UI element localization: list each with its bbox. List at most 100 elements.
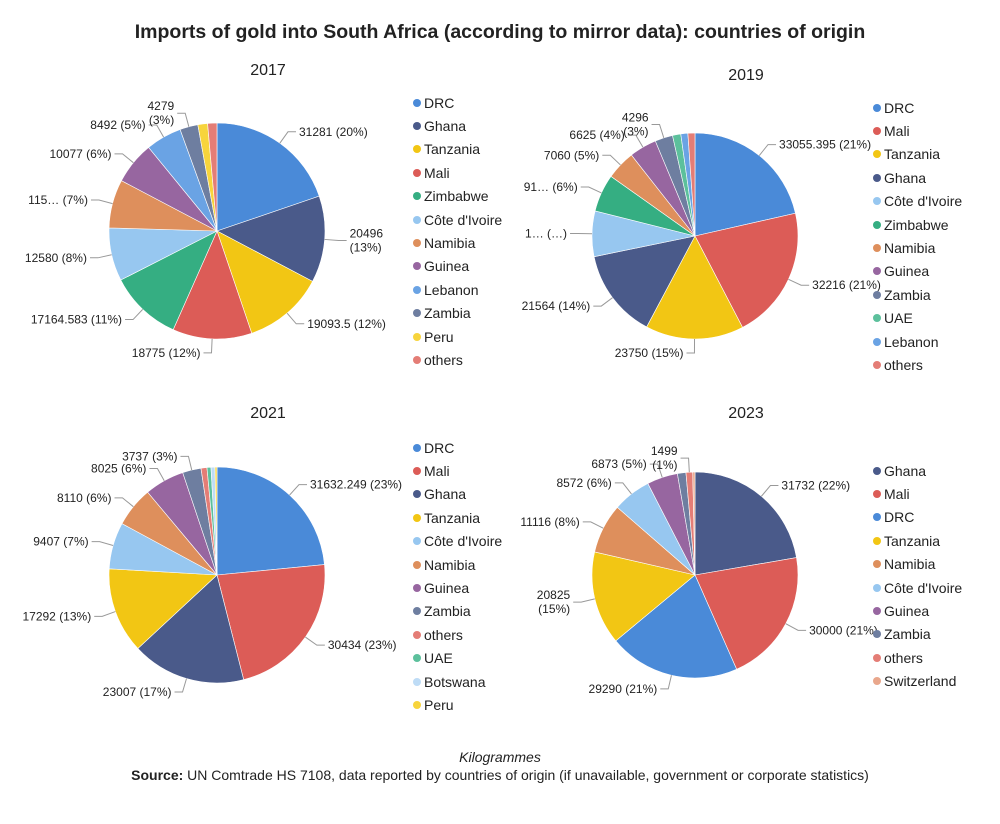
legend-item-guinea: Guinea xyxy=(873,260,962,283)
legend-item-namibia: Namibia xyxy=(413,231,502,254)
pie-2019: 33055.395 (21%) 32216 (21%) 23750 (15%) 215… xyxy=(522,110,881,359)
legend-dot-icon xyxy=(413,490,421,499)
legend-label: Tanzania xyxy=(884,146,941,163)
legend-dot-icon xyxy=(873,653,881,662)
legend-item-tanzania: Tanzania xyxy=(413,506,502,529)
pie-slice-drc xyxy=(216,466,325,576)
data-label-c-te-d-ivoire: 1… (…) xyxy=(525,226,567,240)
legend-item-mali: Mali xyxy=(413,161,502,184)
legend-dot-icon xyxy=(413,537,421,546)
legend-dot-icon xyxy=(413,122,421,131)
chart-title-2023: 2023 xyxy=(728,405,764,422)
data-label-tanzania: 19093.5 (12%) xyxy=(307,317,386,331)
legend-label: Lebanon xyxy=(884,333,939,350)
legend-dot-icon xyxy=(873,560,881,569)
legend-label: Namibia xyxy=(424,235,476,252)
data-label-zimbabwe: 17164.583 (11%) xyxy=(31,313,122,327)
data-label-ghana: 20496 (13%) xyxy=(350,227,384,255)
legend-item-lebanon: Lebanon xyxy=(873,330,962,353)
leader-line xyxy=(125,309,144,321)
legend-dot-icon xyxy=(873,490,881,499)
units-label: Kilogrammes xyxy=(459,749,541,765)
leader-line xyxy=(90,199,113,205)
pie-slice-others xyxy=(687,132,696,237)
legend-label: UAE xyxy=(884,310,913,327)
data-label-mali: 30434 (23%) xyxy=(328,638,397,652)
legend-dot-icon xyxy=(873,607,881,616)
leader-line xyxy=(91,541,114,546)
legend-label: Guinea xyxy=(884,603,930,620)
leader-line xyxy=(289,484,307,496)
legend-item-ghana: Ghana xyxy=(413,114,502,137)
legend-item-mali: Mali xyxy=(873,482,962,505)
legend-dot-icon xyxy=(873,583,881,592)
pie-slice-drc xyxy=(216,122,320,232)
legend-dot-icon xyxy=(413,355,421,364)
legend-item-c-te-d-ivoire: Côte d'Ivoire xyxy=(873,190,962,213)
pie-slice-drc xyxy=(615,574,738,679)
legend-label: Peru xyxy=(424,696,454,713)
legend-dot-icon xyxy=(873,466,881,475)
legend-label: Namibia xyxy=(884,556,936,573)
legend-dot-icon xyxy=(873,290,881,299)
legend-label: Ghana xyxy=(424,118,467,135)
leader-line xyxy=(660,675,672,690)
leader-line xyxy=(114,497,134,508)
legend-item-c-te-d-ivoire: Côte d'Ivoire xyxy=(413,530,502,553)
legend-item-peru: Peru xyxy=(413,325,502,348)
legend-item-zambia: Zambia xyxy=(413,302,502,325)
leader-line xyxy=(203,338,213,354)
legend-item-uae: UAE xyxy=(873,307,962,330)
legend-item-ghana: Ghana xyxy=(873,166,962,189)
data-label-zimbabwe: 91… (6%) xyxy=(524,180,578,194)
legend-label: Namibia xyxy=(424,556,476,573)
legend-dot-icon xyxy=(873,127,881,136)
pie-slice-peru xyxy=(214,466,218,576)
data-label-others: 1499 (1%) xyxy=(651,444,678,472)
data-label-lebanon: 8492 (5%) xyxy=(90,118,145,132)
pie-slice-tanzania xyxy=(108,568,218,649)
legend-dot-icon xyxy=(873,173,881,182)
leader-line xyxy=(305,636,325,646)
source-note: Source: UN Comtrade HS 7108, data report… xyxy=(0,767,1000,783)
pie-2023: 31732 (22%) 30000 (21%) 29290 (21%) 20825 (1… xyxy=(520,444,877,696)
legend-item-peru: Peru xyxy=(413,693,502,716)
leader-line xyxy=(788,278,810,286)
source-text: UN Comtrade HS 7108, data reported by co… xyxy=(183,767,869,783)
legend-label: DRC xyxy=(424,439,455,456)
legend-label: Tanzania xyxy=(424,141,481,158)
leader-line xyxy=(614,482,632,495)
leader-line xyxy=(177,112,190,127)
data-label-guinea: 10077 (6%) xyxy=(49,147,111,161)
legend-label: others xyxy=(884,649,923,666)
legend-label: Côte d'Ivoire xyxy=(884,193,963,210)
legend-item-guinea: Guinea xyxy=(873,599,962,622)
legend-dot-icon xyxy=(413,332,421,341)
legend-item-lebanon: Lebanon xyxy=(413,278,502,301)
legend-item-drc: DRC xyxy=(873,96,962,119)
legend-dot-icon xyxy=(873,267,881,276)
legend-label: Zimbabwe xyxy=(424,188,489,205)
legend-2023: Ghana Mali DRC Tanzania Namibia Côte d'Ivoire… xyxy=(873,459,962,693)
chart-title-2017: 2017 xyxy=(250,62,286,79)
legend-item-zambia: Zambia xyxy=(873,283,962,306)
legend-label: Zambia xyxy=(424,603,471,620)
data-label-mali: 30000 (21%) xyxy=(809,623,878,637)
data-label-zambia: 4296 (3%) xyxy=(622,110,649,138)
legend-2021: DRC Mali Ghana Tanzania Côte d'Ivoire Namibia… xyxy=(413,436,502,717)
legend-label: Botswana xyxy=(424,673,486,690)
data-label-ghana: 31732 (22%) xyxy=(781,479,850,493)
legend-dot-icon xyxy=(873,513,881,522)
legend-dot-icon xyxy=(413,700,421,709)
data-label-namibia: 8110 (6%) xyxy=(57,491,111,505)
pie-slice-mali xyxy=(694,212,799,328)
legend-label: others xyxy=(884,356,923,373)
legend-dot-icon xyxy=(413,677,421,686)
legend-dot-icon xyxy=(413,262,421,271)
legend-item-uae: UAE xyxy=(413,647,502,670)
legend-label: Zambia xyxy=(884,286,931,303)
legend-label: Mali xyxy=(884,486,910,503)
leader-line xyxy=(582,521,604,529)
legend-dot-icon xyxy=(413,215,421,224)
